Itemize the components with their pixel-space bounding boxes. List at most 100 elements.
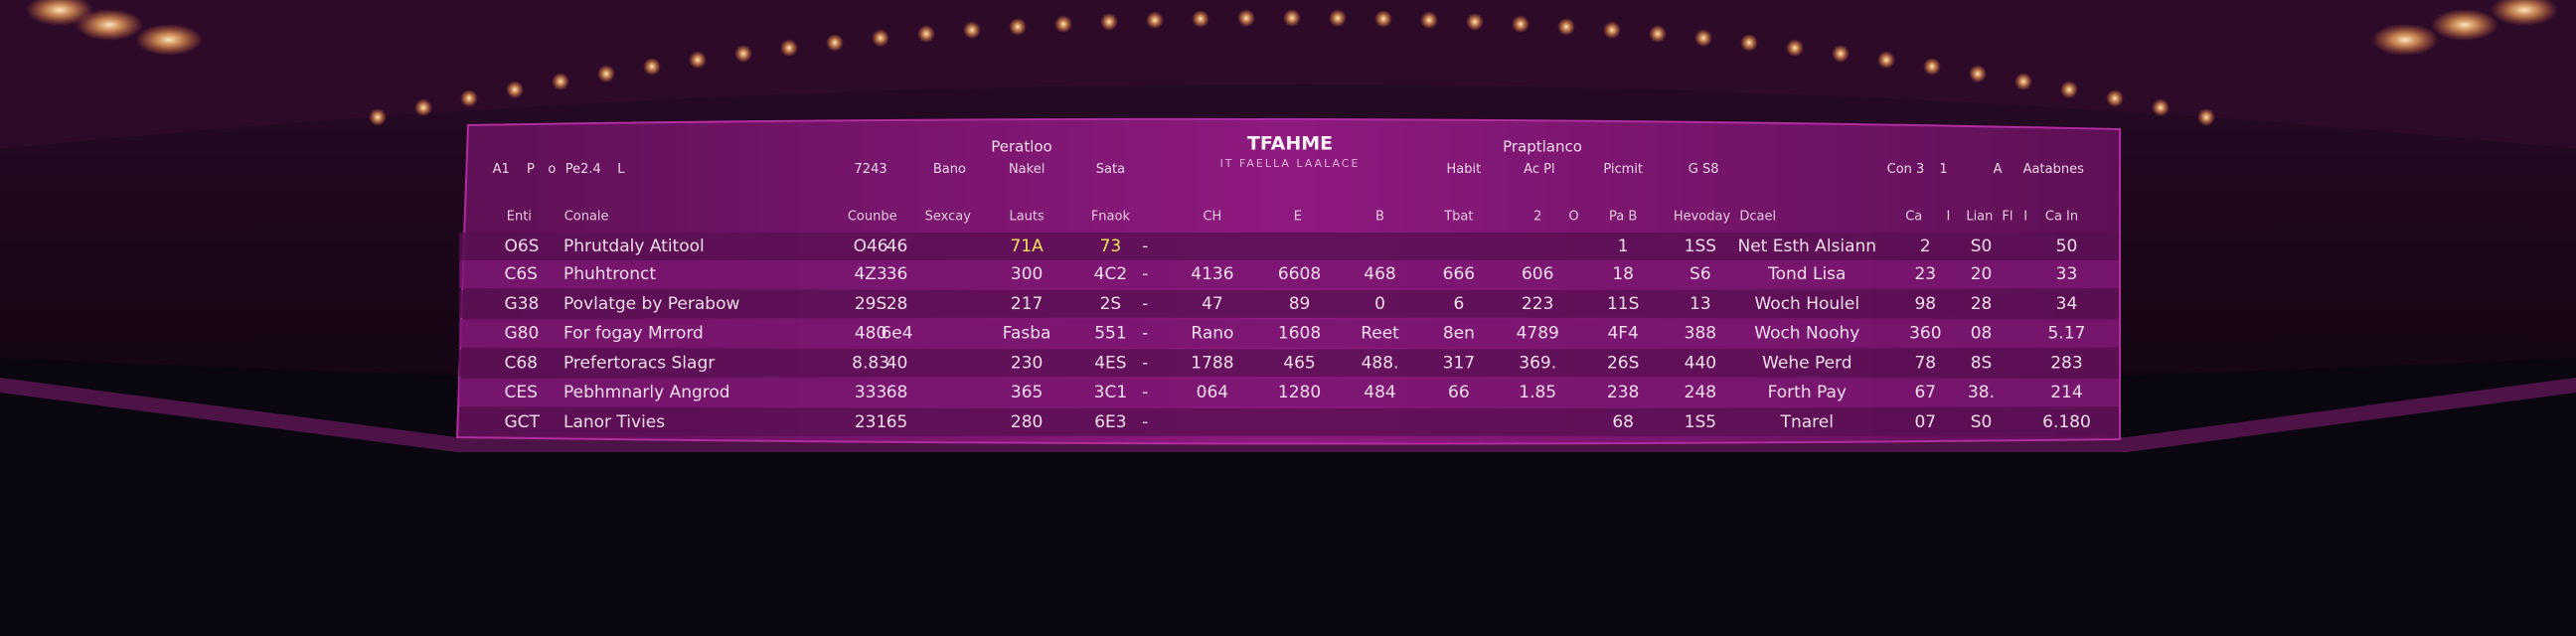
light [552,73,569,90]
cell: 2 [1920,237,1931,256]
cell: S0 [1971,412,1993,432]
name-cell: Prefertoracs Slagr [564,353,715,373]
board-title: TFAHME [1247,133,1333,155]
cell: 38. [1968,383,1995,402]
cell: 6E3 [1094,412,1126,432]
top-label: Con 3 [1887,162,1925,177]
cell: - [1142,353,1148,373]
cell: O46 [854,237,888,256]
light [1466,13,1484,31]
light [1009,18,1027,36]
cell: 1608 [1278,324,1321,344]
light [1603,21,1621,40]
light [689,51,707,70]
name-cell: Lanor Tivies [564,412,665,432]
light [1100,13,1118,31]
top-label: Pe2.4 [565,162,601,177]
cell: 73 [1100,237,1122,256]
top-label: Aatabnes [2023,162,2084,177]
cell: 8S [1971,353,1993,373]
light [1786,39,1804,58]
cell: 67 [1914,383,1936,402]
cell: 666 [1443,264,1475,284]
column-header: Pa B [1609,210,1637,225]
row-band [459,289,2119,318]
cell: 1 [1618,237,1629,256]
column-header: Ca [1905,210,1922,225]
cell: S6 [1690,264,1711,284]
column-header: CH [1203,210,1221,225]
cell: 13 [1690,294,1711,314]
row-band [459,260,2119,289]
cell: 4ES [1094,353,1126,373]
flood-light [135,24,203,56]
name-cell: Phuhtronct [564,264,656,284]
column-header: E [1294,210,1302,225]
top-label: G S8 [1689,162,1719,177]
light [1374,10,1392,28]
column-header: Fnaok [1091,210,1131,225]
cell: 223 [1522,294,1553,314]
light [643,58,661,76]
cell: 064 [1197,383,1228,402]
column-header: O [1568,210,1578,225]
cell: Reet [1361,324,1399,344]
light [460,89,478,107]
cell: 34 [2056,294,2078,314]
column-header: Counbe [848,210,897,225]
light [1192,10,1209,28]
cell: 40 [886,353,908,373]
cell: 440 [1685,353,1716,373]
column-header: Hevoday [1674,210,1731,225]
cell: 26S [1607,353,1639,373]
column-header: Lian [1966,210,1993,225]
cell: 465 [1283,353,1315,373]
cell: 20 [1971,264,1993,284]
cell: 468 [1364,264,1395,284]
cell: 68 [886,383,908,402]
name-cell: Tond Lisa [1767,264,1846,284]
light [506,80,524,99]
cell: 71A [1010,237,1044,256]
cell: C6S [504,264,537,284]
top-label: P [527,162,535,177]
cell: - [1142,324,1148,344]
column-header: Tbat [1443,210,1473,225]
cell: S0 [1971,237,1993,256]
name-cell: Pebhmnarly Angrod [564,383,730,402]
top-label: Picmit [1603,162,1643,177]
cell: - [1142,294,1148,314]
cell: 66 [1448,383,1470,402]
light [2014,73,2032,90]
cell: 2S [1100,294,1122,314]
top-label: Sata [1096,162,1125,177]
light [872,29,889,48]
light [780,39,798,58]
cell: G38 [504,294,539,314]
top-label: Ac Pl [1524,162,1554,177]
cell: 07 [1914,412,1936,432]
top-label: Habit [1446,162,1481,177]
name-cell: For fogay Mrrord [564,324,704,344]
name-cell: Net Esth Alsiann [1738,237,1877,256]
name-cell: Forth Pay [1768,383,1847,402]
light [2152,98,2170,117]
cell: O6S [504,237,539,256]
cell: 28 [886,294,908,314]
cell: 231 [855,412,886,432]
cell: 6608 [1278,264,1321,284]
column-header: Sexcay [925,210,972,225]
group-label: Peratloo [991,138,1052,156]
cell: 1.85 [1519,383,1556,402]
light [917,25,935,43]
light [1283,9,1301,27]
cell: 08 [1971,324,1993,344]
cell: 551 [1094,324,1126,344]
cell: 484 [1364,383,1395,402]
light [1877,51,1895,70]
column-header: Lauts [1009,210,1045,225]
cell: 4136 [1191,264,1233,284]
top-label: 1 [1939,162,1947,177]
cell: 47 [1202,294,1223,314]
top-label: o [548,162,556,177]
